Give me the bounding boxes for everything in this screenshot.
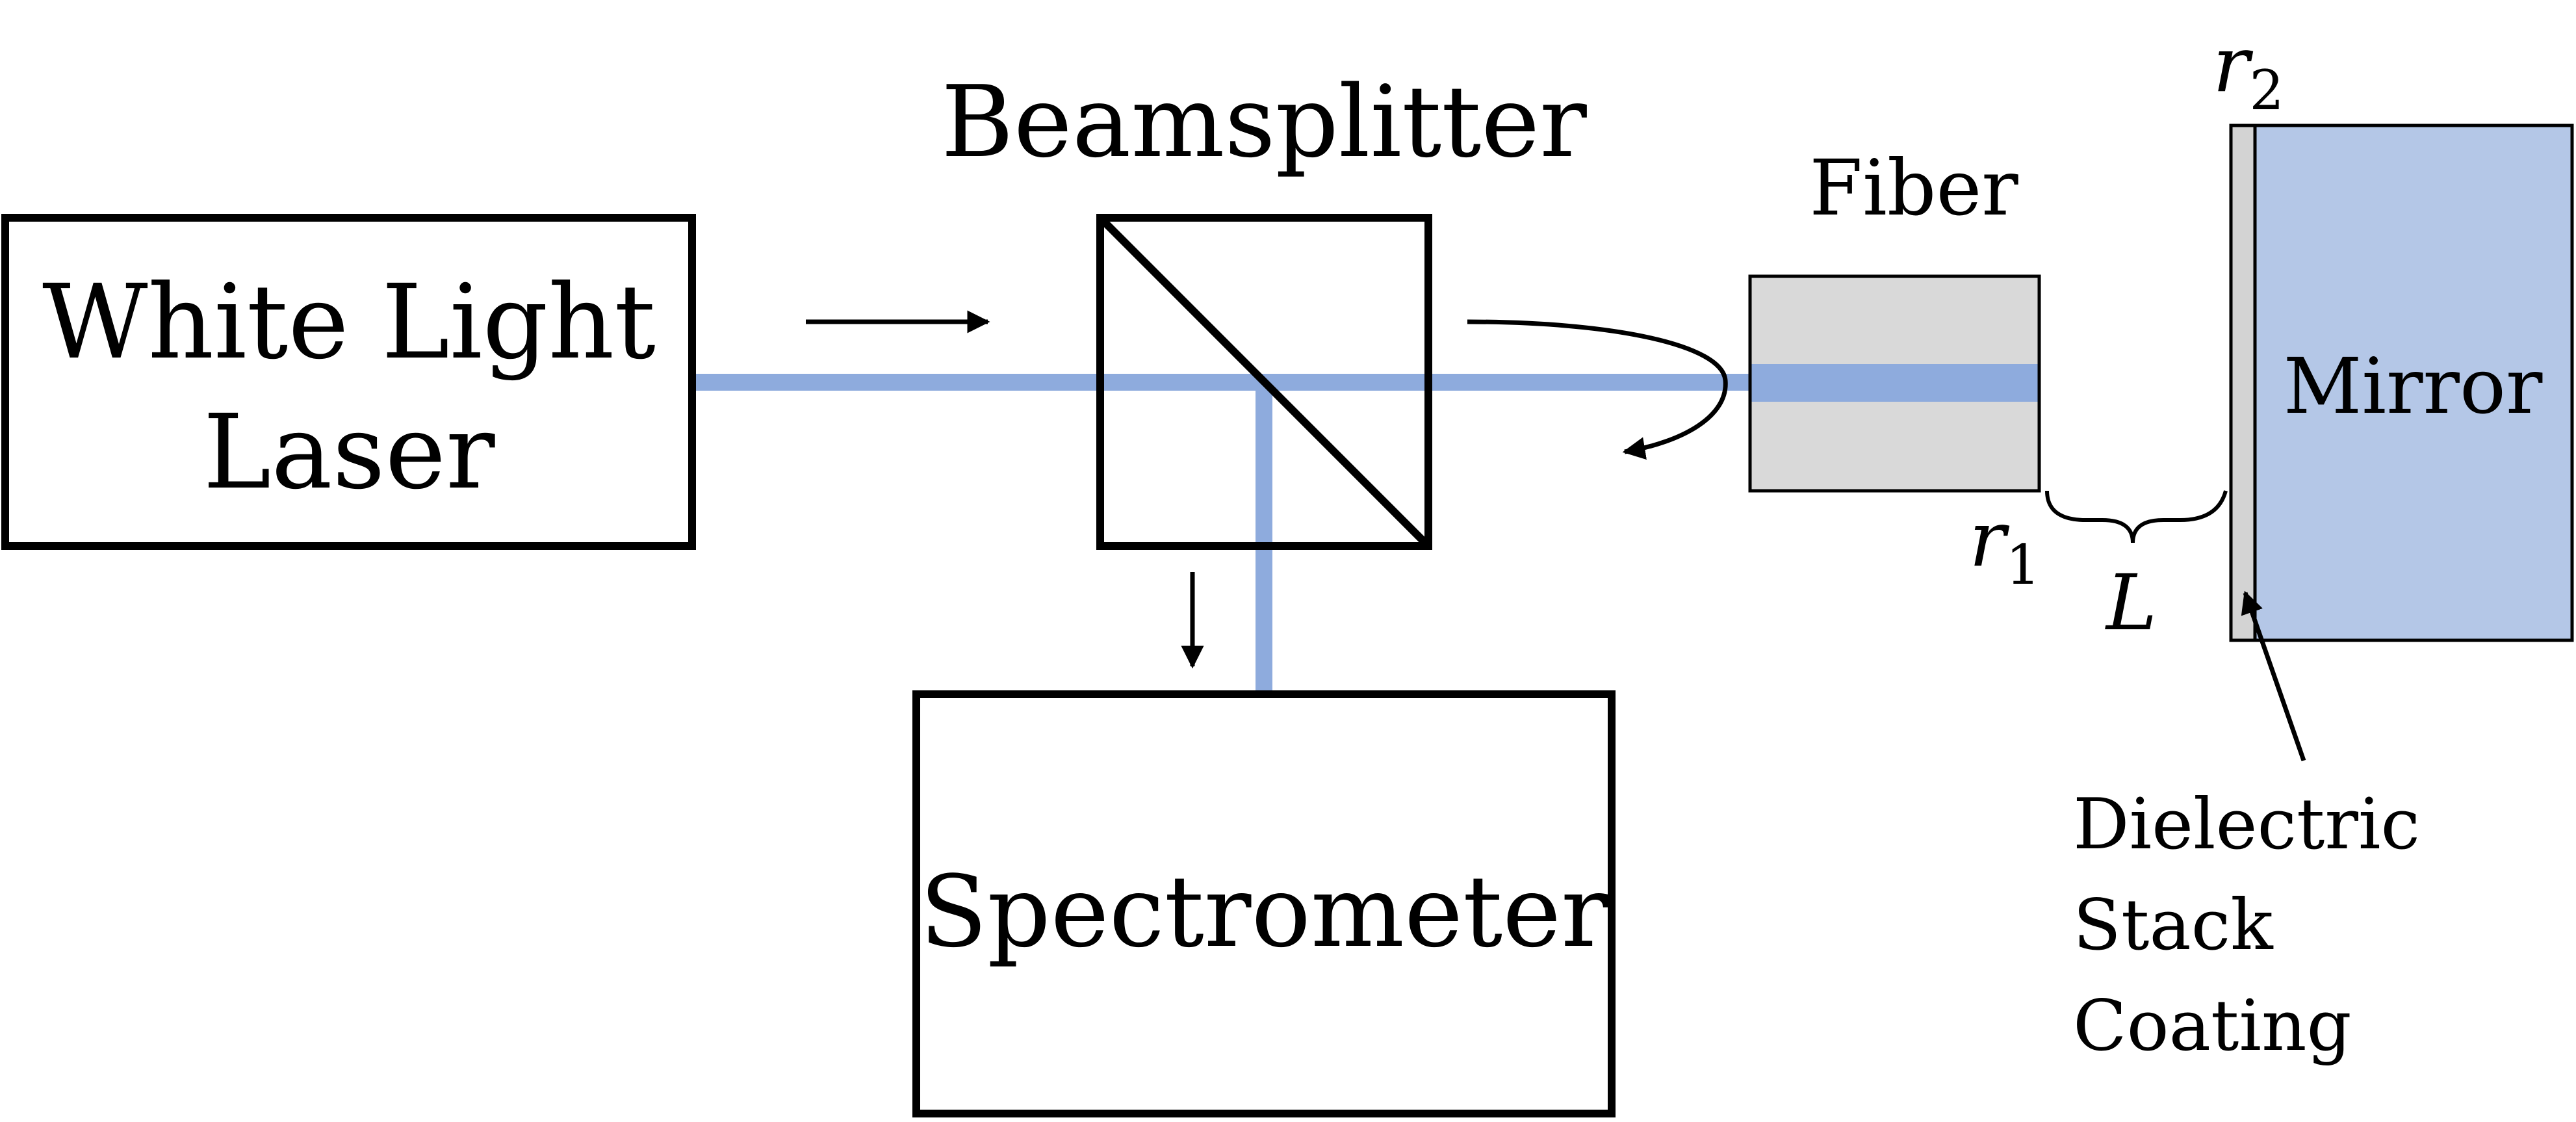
L-label: L [2105,558,2157,647]
mirror-body [2253,124,2574,642]
beamsplitter-label: Beamsplitter [941,64,1587,179]
gap-brace [2045,490,2228,543]
spectrometer-box [912,690,1616,1117]
r1-label: r1 [1969,494,2041,597]
arrow-to-coating [2241,590,2306,762]
beamsplitter-cube [1096,214,1432,550]
laser-box [1,214,696,550]
spectrometer-label: Spectrometer [920,854,1608,969]
fiber-outline [1748,274,2041,493]
coating-label-line2: Stack [2073,885,2274,966]
laser-label-line1: White Light [42,263,656,382]
arrow-return-curve [1467,319,1728,460]
laser-label-line2: Laser [203,393,495,512]
fiber-label: Fiber [1809,143,2018,233]
coating-label-line1: Dielectric [2073,784,2420,865]
dielectric-coating-layer [2229,124,2257,642]
coating-label-line3: Coating [2073,985,2352,1067]
mirror-label: Mirror [2284,341,2543,431]
beamsplitter-diagonal [1097,215,1432,549]
r2-label: r2 [2213,20,2284,122]
fiber-core [1750,364,2039,402]
